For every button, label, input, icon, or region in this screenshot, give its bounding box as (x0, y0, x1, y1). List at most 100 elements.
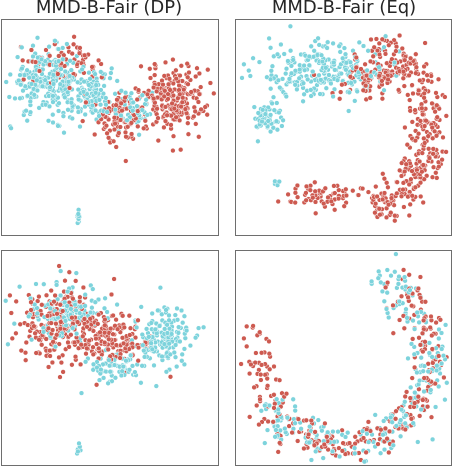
scatter-point (308, 87, 314, 93)
scatter-point (198, 106, 204, 113)
scatter-point (360, 43, 367, 49)
scatter-point (181, 346, 188, 352)
scatter-point (312, 179, 318, 185)
scatter-point (409, 303, 415, 309)
scatter-point (111, 115, 118, 121)
scatter-point (388, 210, 394, 216)
scatter-point (407, 287, 413, 293)
scatter-point (440, 353, 447, 359)
scatter-point (53, 282, 60, 288)
scatter-point (149, 346, 155, 352)
scatter-point (60, 113, 67, 119)
scatter-point (106, 357, 112, 363)
scatter-point (422, 299, 429, 305)
scatter-point (7, 71, 13, 78)
scatter-point (426, 340, 433, 346)
scatter-point (22, 350, 29, 356)
scatter-point (241, 61, 247, 67)
scatter-point (274, 100, 280, 106)
scatter-point (346, 440, 353, 446)
scatter-point (128, 131, 135, 137)
scatter-point (62, 318, 69, 324)
scatter-point (172, 354, 179, 360)
scatter-point (260, 107, 266, 113)
scatter-point (374, 193, 380, 200)
scatter-point (316, 72, 322, 78)
scatter-point (285, 191, 291, 198)
scatter-point (430, 151, 436, 157)
scatter-point (246, 67, 252, 74)
scatter-point (163, 307, 169, 313)
scatter-point (267, 128, 274, 135)
scatter-point (101, 330, 108, 336)
scatter-point (207, 80, 214, 86)
scatter-point (90, 344, 96, 350)
scatter-point (36, 337, 42, 343)
scatter-point (287, 23, 294, 29)
scatter-point (3, 298, 9, 304)
scatter-point (434, 102, 440, 108)
scatter-point (152, 326, 158, 333)
scatter-point (325, 194, 331, 201)
scatter-point (252, 359, 258, 366)
scatter-point (407, 55, 414, 61)
scatter-point (96, 97, 103, 103)
scatter-point (166, 76, 173, 82)
scatter-point (405, 355, 411, 362)
scatter-point (155, 137, 161, 144)
scatter-point (401, 83, 407, 89)
scatter-point (19, 44, 25, 51)
scatter-point (144, 112, 150, 118)
scatter-point (77, 294, 83, 300)
scatter-point (56, 263, 62, 269)
scatter-point (306, 53, 312, 60)
scatter-point (96, 113, 102, 119)
scatter-point (388, 414, 394, 421)
scatter-point (75, 79, 81, 85)
scatter-point (195, 99, 202, 105)
scatter-plot-area (238, 251, 450, 465)
scatter-point (319, 58, 326, 65)
scatter-point (407, 97, 413, 103)
scatter-point (376, 40, 382, 47)
scatter-point (21, 76, 27, 83)
scatter-point (435, 76, 442, 82)
scatter-point (312, 199, 319, 205)
scatter-point (266, 351, 272, 357)
scatter-point (381, 176, 388, 182)
scatter-point (149, 310, 155, 317)
scatter-point (28, 337, 35, 343)
scatter-point (188, 89, 194, 95)
scatter-point (74, 319, 81, 325)
scatter-point (105, 135, 112, 141)
scatter-point (211, 90, 217, 97)
scatter-point (106, 336, 112, 342)
scatter-point (384, 290, 390, 296)
scatter-point (152, 61, 158, 67)
scatter-point (404, 142, 410, 148)
scatter-point (413, 51, 419, 57)
scatter-point (272, 178, 278, 184)
scatter-point (52, 292, 58, 299)
scatter-point (93, 82, 99, 88)
scatter-point (386, 42, 392, 48)
scatter-point (140, 342, 146, 348)
scatter-point (179, 358, 185, 364)
scatter-point (416, 377, 423, 384)
scatter-point (90, 361, 97, 367)
scatter-point (403, 389, 410, 395)
scatter-point (275, 198, 281, 205)
scatter-point (356, 39, 362, 46)
scatter-point (66, 344, 72, 350)
scatter-point (273, 118, 280, 124)
scatter-point (34, 87, 41, 94)
scatter-point (117, 124, 123, 130)
scatter-point (391, 59, 398, 66)
scatter-point (397, 433, 404, 439)
scatter-point (141, 354, 148, 360)
scatter-point (386, 428, 393, 435)
scatter-point (139, 331, 145, 338)
scatter-point (161, 341, 168, 347)
scatter-point (399, 45, 405, 52)
scatter-point (200, 324, 207, 330)
